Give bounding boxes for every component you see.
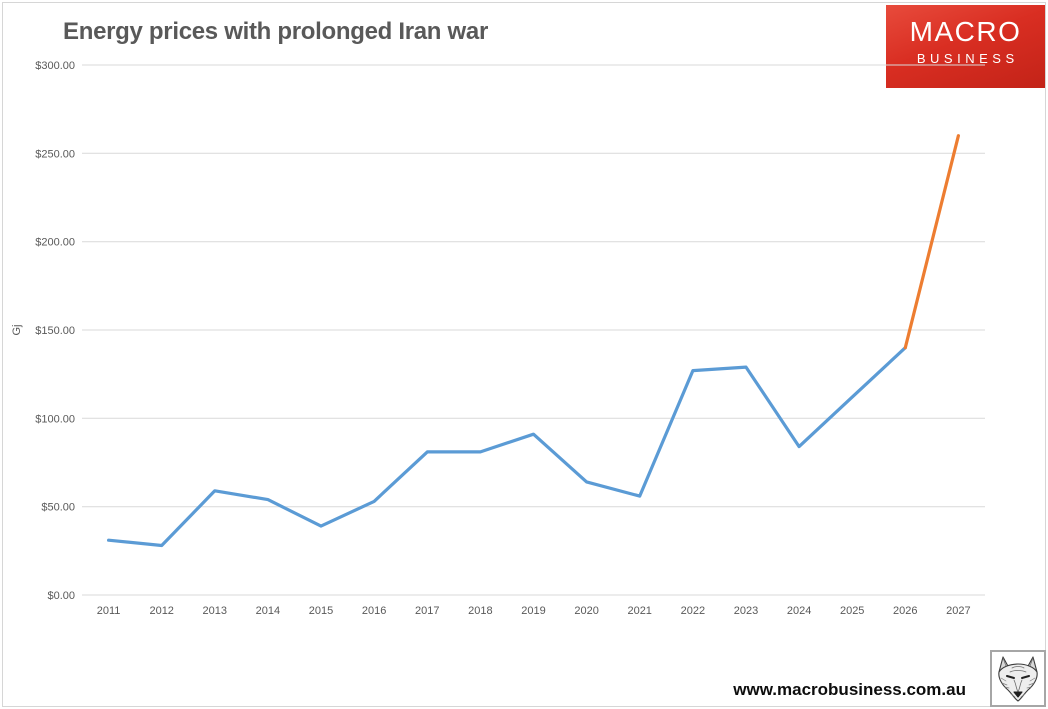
x-tick-label: 2014 — [256, 605, 280, 617]
y-tick-label: $300.00 — [35, 60, 75, 72]
x-tick-label: 2018 — [468, 605, 492, 617]
logo-text-business: BUSINESS — [916, 51, 1019, 66]
series-prolonged-iran-war-projection — [903, 134, 961, 350]
logo-text-macro: MACRO — [909, 16, 1022, 47]
y-tick-label: $150.00 — [35, 325, 75, 337]
y-tick-label: $200.00 — [35, 237, 75, 249]
x-tick-label: 2022 — [681, 605, 705, 617]
x-tick-label: 2016 — [362, 605, 386, 617]
x-tick-label: 2013 — [203, 605, 227, 617]
energy-price-line-chart: $0.00 $50.00 $100.00 $150.00 $200.00 $250.00 $… — [11, 60, 985, 617]
x-tick-label: 2019 — [521, 605, 545, 617]
x-tick-label: 2020 — [574, 605, 598, 617]
footer-website-url: www.macrobusiness.com.au — [733, 680, 966, 699]
chart-title: Energy prices with prolonged Iran war — [63, 18, 488, 45]
x-tick-label: 2027 — [946, 605, 970, 617]
x-tick-label: 2017 — [415, 605, 439, 617]
x-tick-label: 2021 — [627, 605, 651, 617]
wolf-logo-frame — [990, 650, 1046, 707]
series-energy-price-history — [106, 346, 907, 548]
wolf-icon — [998, 656, 1038, 702]
x-tick-label: 2025 — [840, 605, 864, 617]
x-tick-label: 2023 — [734, 605, 758, 617]
macrobusiness-logo: MACRO BUSINESS — [886, 5, 1045, 88]
x-tick-label: 2012 — [149, 605, 173, 617]
y-tick-label: $0.00 — [47, 590, 75, 602]
y-tick-label: $250.00 — [35, 148, 75, 160]
y-tick-label: $100.00 — [35, 413, 75, 425]
x-tick-label: 2011 — [97, 605, 121, 617]
y-tick-label: $50.00 — [41, 502, 75, 514]
x-tick-label: 2024 — [787, 605, 811, 617]
x-tick-label: 2015 — [309, 605, 333, 617]
y-axis-title: Gj — [11, 325, 23, 336]
x-tick-label: 2026 — [893, 605, 917, 617]
